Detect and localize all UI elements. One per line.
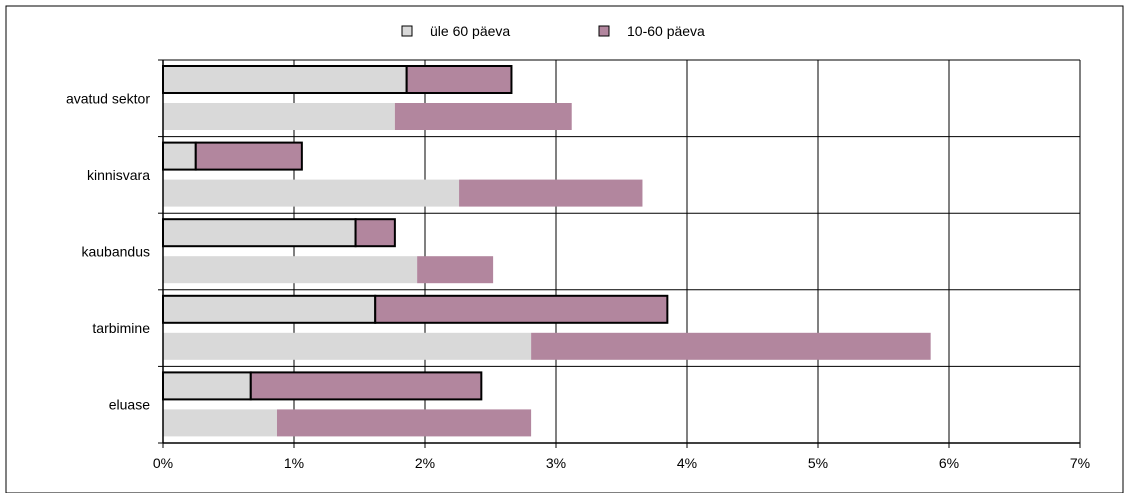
bar-eluase-upper-10-60	[249, 371, 483, 401]
category-label: kinnisvara	[87, 167, 150, 183]
bar-tarbimine-lower-10-60	[531, 332, 931, 360]
bar-eluase-upper-ule-60	[162, 371, 252, 401]
bar-tarbimine-upper-ule-60	[162, 294, 377, 324]
x-tick-label: 1%	[284, 455, 304, 471]
category-label: eluase	[109, 397, 150, 413]
bar-kaubandus-upper-10-60	[354, 218, 396, 248]
x-tick-label: 0%	[153, 455, 173, 471]
bar-kaubandus-lower-10-60	[417, 256, 494, 284]
bar-kinnisvara-upper-ule-60	[162, 141, 197, 171]
bar-avatud-sektor-upper-ule-60	[162, 65, 408, 94]
axis-layer: avatud sektor kinnisvara kaubandus tarbimin…	[66, 59, 1090, 471]
bars-layer	[162, 65, 931, 437]
bar-kaubandus-upper-ule-60	[162, 218, 357, 248]
bar-avatud-sektor-lower-10-60	[394, 103, 572, 130]
bar-eluase-lower-ule-60	[163, 409, 277, 437]
bar-tarbimine-upper-10-60	[374, 294, 669, 324]
bar-kaubandus-lower-ule-60	[163, 256, 418, 284]
x-tick-label: 2%	[415, 455, 435, 471]
bar-eluase-lower-10-60	[276, 409, 532, 437]
x-tick-label: 3%	[546, 455, 566, 471]
legend-label-2: 10-60 päeva	[627, 23, 705, 39]
x-tick-label: 6%	[939, 455, 959, 471]
category-label: avatud sektor	[66, 90, 150, 106]
category-label: tarbimine	[92, 320, 150, 336]
legend-swatch-2	[598, 25, 610, 37]
legend-swatch-1	[401, 25, 413, 37]
bar-tarbimine-lower-ule-60	[163, 332, 532, 360]
bar-avatud-sektor-lower-ule-60	[163, 103, 395, 130]
x-tick-label: 7%	[1070, 455, 1090, 471]
bar-kinnisvara-upper-10-60	[194, 141, 303, 171]
legend-label-1: üle 60 päeva	[430, 23, 510, 39]
category-label: kaubandus	[81, 244, 150, 260]
bar-kinnisvara-lower-10-60	[459, 179, 643, 207]
legend: üle 60 päeva 10-60 päeva	[401, 23, 705, 39]
bar-avatud-sektor-upper-10-60	[405, 65, 513, 94]
x-tick-label: 5%	[808, 455, 828, 471]
x-tick-label: 4%	[677, 455, 697, 471]
bar-kinnisvara-lower-ule-60	[163, 179, 460, 207]
